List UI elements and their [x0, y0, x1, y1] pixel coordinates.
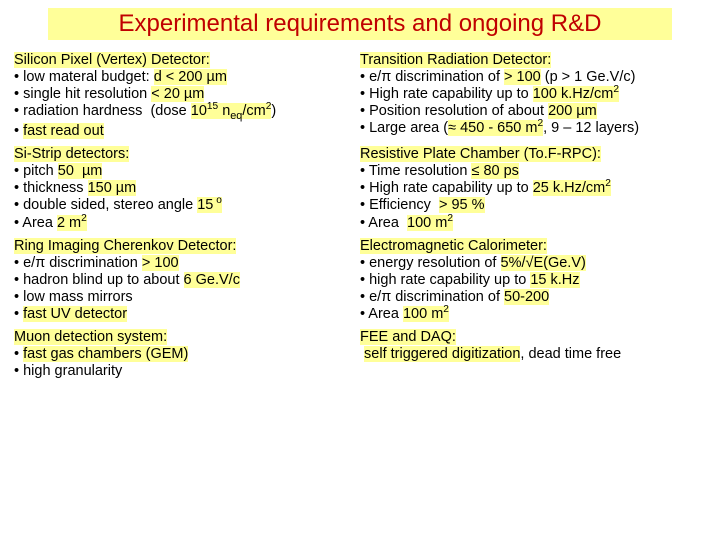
section-fee-daq: FEE and DAQ: self triggered digitization… [360, 329, 706, 380]
content-grid: Silicon Pixel (Vertex) Detector: • low m… [0, 46, 720, 381]
list-item: • fast read out [14, 123, 360, 140]
list-item: • Large area (≈ 450 - 650 m2, 9 – 12 lay… [360, 120, 706, 137]
header-silicon-pixel: Silicon Pixel (Vertex) Detector: [14, 52, 210, 68]
list-item: • High rate capability up to 100 k.Hz/cm… [360, 86, 706, 103]
list-item: • Position resolution of about 200 µm [360, 103, 706, 120]
list-item: • high granularity [14, 363, 360, 380]
section-ecal: Electromagnetic Calorimeter: • energy re… [360, 238, 706, 324]
header-trd: Transition Radiation Detector: [360, 52, 551, 68]
header-si-strip: Si-Strip detectors: [14, 146, 129, 162]
list-item: • Area 100 m2 [360, 215, 706, 232]
section-silicon-pixel: Silicon Pixel (Vertex) Detector: • low m… [14, 52, 360, 140]
list-item: • energy resolution of 5%/√E(Ge.V) [360, 255, 706, 272]
list-item: • thickness 150 µm [14, 180, 360, 197]
list-item: • high rate capability up to 15 k.Hz [360, 272, 706, 289]
list-item: • Area 2 m2 [14, 215, 360, 232]
section-rich: Ring Imaging Cherenkov Detector: • e/π d… [14, 238, 360, 324]
list-item: • Efficiency > 95 % [360, 197, 706, 214]
header-rpc: Resistive Plate Chamber (To.F-RPC): [360, 146, 601, 162]
header-fee-daq: FEE and DAQ: [360, 329, 456, 345]
section-muon: Muon detection system: • fast gas chambe… [14, 329, 360, 380]
header-ecal: Electromagnetic Calorimeter: [360, 238, 547, 254]
list-item: • Area 100 m2 [360, 306, 706, 323]
list-item: • fast UV detector [14, 306, 360, 323]
list-item: • low materal budget: d < 200 µm [14, 69, 360, 86]
section-si-strip: Si-Strip detectors: • pitch 50 µm • thic… [14, 146, 360, 232]
list-item: • Time resolution ≤ 80 ps [360, 163, 706, 180]
list-item: • double sided, stereo angle 15 o [14, 197, 360, 214]
header-rich: Ring Imaging Cherenkov Detector: [14, 238, 236, 254]
list-item: • e/π discrimination of > 100 (p > 1 Ge.… [360, 69, 706, 86]
list-item: • High rate capability up to 25 k.Hz/cm2 [360, 180, 706, 197]
list-item: • pitch 50 µm [14, 163, 360, 180]
section-trd: Transition Radiation Detector: • e/π dis… [360, 52, 706, 140]
list-item: • radiation hardness (dose 1015 neq/cm2) [14, 103, 360, 123]
list-item: • low mass mirrors [14, 289, 360, 306]
page-title: Experimental requirements and ongoing R&… [48, 8, 672, 40]
section-rpc: Resistive Plate Chamber (To.F-RPC): • Ti… [360, 146, 706, 232]
list-item: • single hit resolution < 20 µm [14, 86, 360, 103]
list-item: • e/π discrimination > 100 [14, 255, 360, 272]
list-item: • hadron blind up to about 6 Ge.V/c [14, 272, 360, 289]
list-item: • e/π discrimination of 50-200 [360, 289, 706, 306]
header-muon: Muon detection system: [14, 329, 167, 345]
list-item: self triggered digitization, dead time f… [360, 346, 706, 363]
list-item: • fast gas chambers (GEM) [14, 346, 360, 363]
